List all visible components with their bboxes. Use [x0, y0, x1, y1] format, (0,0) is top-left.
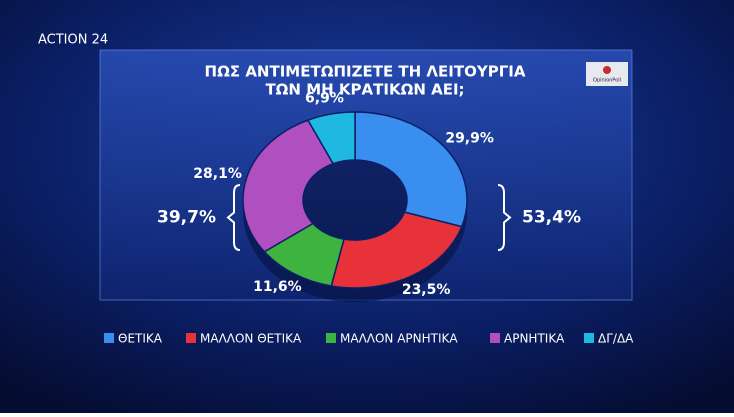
legend-label: ΔΓ/ΔΑ	[598, 332, 634, 346]
source-logo: OpinionPoll	[593, 78, 621, 84]
legend-label: ΜΑΛΛΟΝ ΑΡΝΗΤΙΚΑ	[340, 332, 458, 346]
legend-swatch	[584, 333, 594, 343]
value-label: 29,9%	[445, 131, 494, 147]
legend-swatch	[490, 333, 500, 343]
legend-label: ΜΑΛΛΟΝ ΘΕΤΙΚΑ	[200, 332, 302, 346]
value-label: 11,6%	[253, 279, 302, 295]
donut-slice	[354, 111, 468, 228]
donut-slice	[330, 211, 463, 289]
chart-title: ΠΩΣ ΑΝΤΙΜΕΤΩΠΙΖΕΤΕ ΤΗ ΛΕΙΤΟΥΡΓΙΑ	[205, 63, 526, 81]
legend-swatch	[104, 333, 114, 343]
group-label: 53,4%	[522, 208, 581, 228]
donut-slice	[306, 111, 356, 165]
source-logo-dot	[603, 66, 611, 74]
legend-swatch	[326, 333, 336, 343]
chart-title: ΤΩΝ ΜΗ ΚΡΑΤΙΚΩΝ ΑΕΙ;	[265, 81, 464, 99]
value-label: 6,9%	[305, 90, 344, 106]
group-bracket	[497, 184, 512, 251]
group-bracket	[226, 184, 241, 251]
legend-label: ΘΕΤΙΚΑ	[118, 332, 163, 346]
value-label: 28,1%	[193, 166, 242, 182]
donut-slice	[242, 119, 335, 253]
legend-swatch	[186, 333, 196, 343]
legend-label: ΑΡΝΗΤΙΚΑ	[504, 332, 565, 346]
group-label: 39,7%	[157, 208, 216, 228]
value-label: 23,5%	[402, 282, 451, 298]
channel-logo: ACTION 24	[38, 33, 108, 48]
